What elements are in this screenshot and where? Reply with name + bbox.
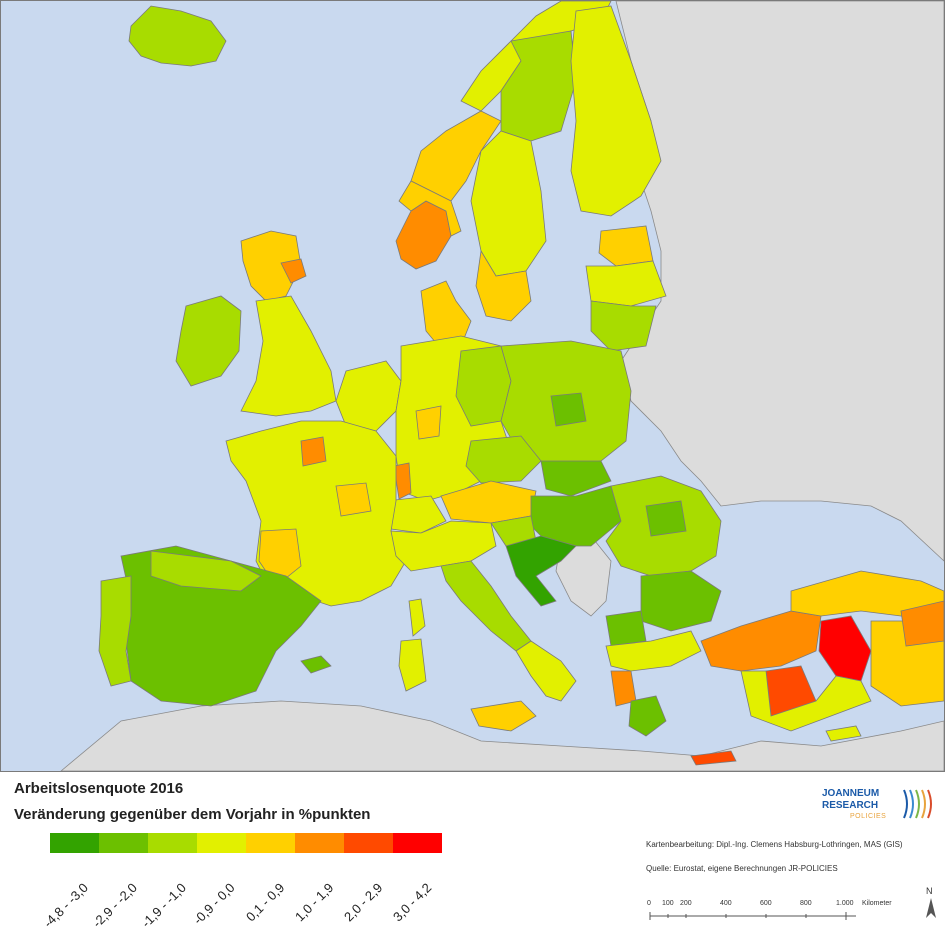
region-uk-aberdeen	[280, 258, 307, 284]
map-subtitle: Veränderung gegenüber dem Vorjahr in %pu…	[14, 806, 371, 823]
legend-label: 3,0 - 4,2	[389, 880, 435, 925]
north-label: N	[926, 886, 933, 896]
region-sardinia	[398, 638, 427, 692]
credit-source: Quelle: Eurostat, eigene Berechnungen JR…	[646, 864, 838, 873]
region-greece-north	[605, 630, 702, 672]
region-portugal	[98, 575, 132, 687]
legend-label: -2,9 - -2,0	[89, 880, 141, 931]
legend-swatch	[246, 833, 295, 853]
region-sweden-south	[475, 249, 532, 322]
legend-swatch	[99, 833, 148, 853]
legend-swatch	[393, 833, 442, 853]
region-bulgaria	[640, 570, 722, 632]
region-turkey-west	[700, 610, 822, 672]
legend-label: -0,9 - 0,0	[190, 880, 239, 928]
region-corsica	[408, 598, 426, 637]
legend-swatch	[344, 833, 393, 853]
region-denmark	[420, 280, 472, 350]
region-spain-north	[150, 550, 262, 592]
region-finland	[570, 5, 662, 217]
scale-bar: 0 100 200 400 600 800 1.000 Kilometer N	[646, 886, 945, 930]
logo-waves-icon	[903, 789, 932, 819]
legend-label: 1,0 - 1,9	[291, 880, 337, 925]
region-turkey-se	[900, 600, 944, 647]
region-poland-green	[550, 392, 587, 427]
legend-swatch	[50, 833, 99, 853]
region-fyrom	[605, 610, 647, 647]
map-title: Arbeitslosenquote 2016	[14, 780, 184, 797]
legend-label: -1,9 - -1,0	[138, 880, 190, 931]
joanneum-logo: JOANNEUM RESEARCH POLICIES	[822, 786, 942, 826]
region-germany-orange	[393, 462, 412, 500]
logo-line-1: JOANNEUM	[822, 788, 880, 799]
scale-tick: 0	[647, 900, 651, 907]
legend-swatch	[295, 833, 344, 853]
logo-line-3: POLICIES	[850, 813, 887, 820]
credit-map-by: Kartenbearbeitung: Dipl.-Ing. Clemens Ha…	[646, 840, 903, 849]
region-norway-south	[398, 180, 462, 237]
scale-tick: 100	[662, 900, 674, 907]
legend-swatch	[148, 833, 197, 853]
region-benelux	[335, 360, 402, 432]
region-hungary	[530, 485, 622, 547]
region-germany-yellow	[415, 405, 442, 440]
region-sicily	[470, 700, 537, 732]
scale-tick: 600	[760, 900, 772, 907]
region-crete	[690, 750, 737, 766]
logo-line-2: RESEARCH	[822, 800, 879, 811]
scale-unit: Kilometer	[862, 900, 892, 907]
region-ireland	[175, 295, 242, 387]
region-lithuania	[590, 300, 657, 352]
region-france-center	[335, 482, 372, 517]
region-turkey-center	[818, 615, 872, 682]
region-latvia	[585, 260, 667, 307]
north-arrow-icon	[926, 898, 936, 918]
region-norway-west	[395, 200, 452, 270]
region-uk-england	[240, 295, 337, 417]
legend-swatch	[197, 833, 246, 853]
legend-label: 2,0 - 2,9	[340, 880, 386, 925]
region-turkey-interior	[740, 670, 872, 732]
region-czechia	[465, 435, 542, 484]
scale-tick: 400	[720, 900, 732, 907]
region-italy-south	[515, 640, 577, 702]
land-non-eu-east	[615, 1, 944, 562]
scale-tick: 800	[800, 900, 812, 907]
region-croatia	[505, 535, 577, 607]
region-slovakia	[540, 460, 612, 497]
region-romania-green	[645, 500, 687, 537]
legend-label: 0,1 - 0,9	[242, 880, 288, 925]
region-balearic	[300, 655, 332, 674]
europe-map	[60, 1, 944, 771]
scale-tick: 200	[680, 900, 692, 907]
region-estonia	[598, 225, 654, 267]
scale-tick: 1.000	[836, 900, 854, 907]
region-uk-scotland	[240, 230, 302, 302]
legend-label: -4,8 - -3,0	[40, 880, 92, 931]
scale-bar-line	[649, 912, 856, 920]
region-italy-north	[390, 520, 497, 572]
region-iceland	[128, 5, 227, 67]
map-frame	[0, 0, 945, 772]
region-france-orange	[300, 436, 327, 467]
region-cyprus	[825, 725, 862, 742]
region-greece-south	[628, 695, 667, 737]
